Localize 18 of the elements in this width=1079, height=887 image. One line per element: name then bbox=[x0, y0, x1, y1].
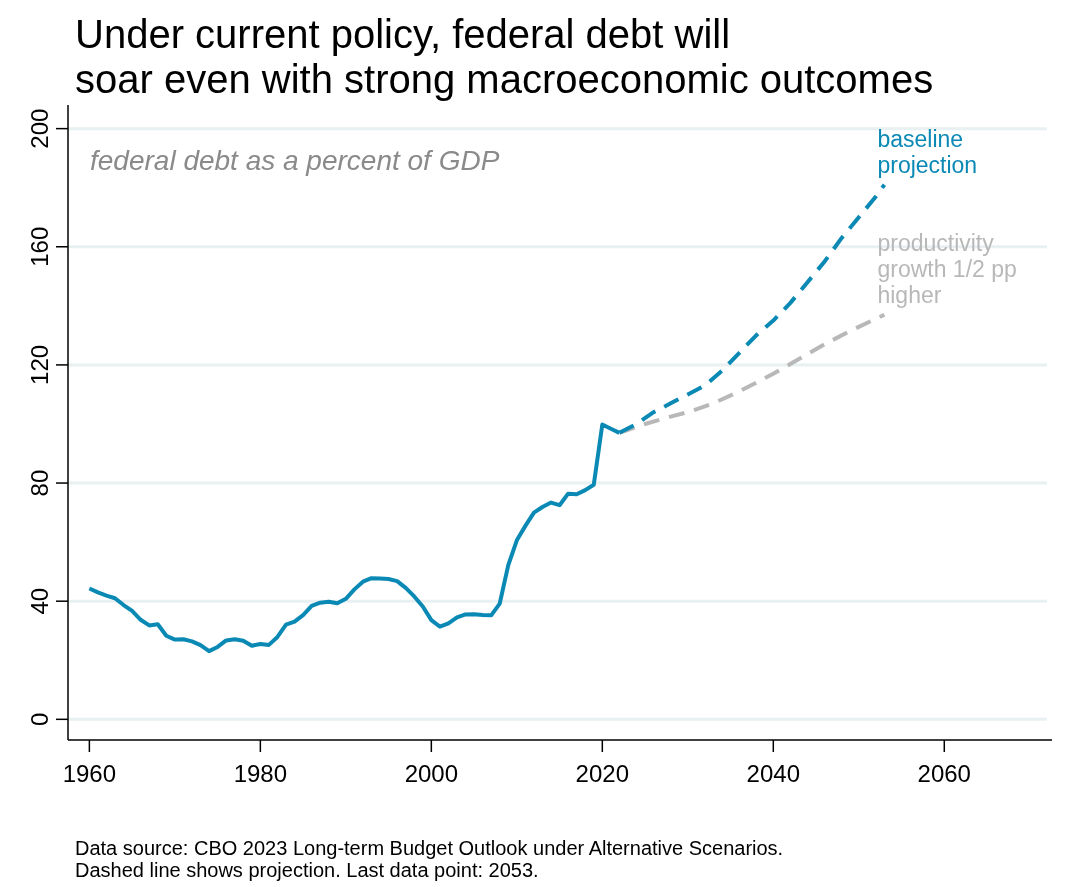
x-tick-label: 2020 bbox=[575, 760, 630, 787]
y-tick-label: 160 bbox=[26, 226, 53, 267]
y-tick-label: 80 bbox=[26, 469, 53, 497]
x-tick-label: 1980 bbox=[233, 760, 288, 787]
y-tick-label: 40 bbox=[26, 587, 53, 615]
x-tick-label: 2000 bbox=[404, 760, 459, 787]
y-tick-label: 120 bbox=[26, 344, 53, 385]
x-tick-label: 2040 bbox=[746, 760, 800, 787]
y-tick-label: 200 bbox=[26, 108, 53, 149]
chart-title: Under current policy, federal debt will soar even with strong macroeconomic outcomes bbox=[75, 12, 934, 101]
y-tick-label: 0 bbox=[26, 712, 53, 727]
x-tick-label: 2060 bbox=[917, 760, 971, 787]
x-tick-label: 1960 bbox=[62, 760, 117, 787]
series-label: productivity growth 1/2 pp higher bbox=[877, 229, 1017, 308]
text: federal debt as a percent of GDP bbox=[90, 145, 500, 176]
text: Dashed line shows projection. Last data point: 2053. bbox=[75, 859, 539, 881]
source-note: Data source: CBO 2023 Long-term Budget Outlook under Alternative Scenarios. bbox=[75, 837, 784, 859]
series-label: baseline projection bbox=[877, 125, 978, 178]
